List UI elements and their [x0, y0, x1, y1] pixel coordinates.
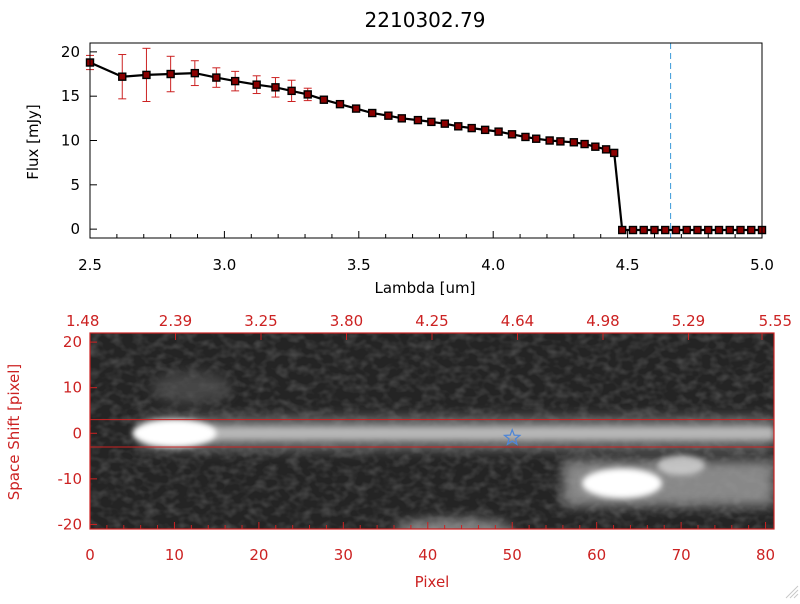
heatmap-y-tick-label: -10: [58, 470, 83, 488]
data-point-marker: [601, 145, 611, 154]
heatmap-top-tick-label: 4.64: [501, 312, 534, 330]
data-point-marker: [580, 139, 589, 149]
data-point-marker: [335, 99, 345, 109]
resize-grip-icon[interactable]: [785, 585, 799, 599]
heatmap-x-tick-label: 0: [85, 546, 95, 564]
data-point-marker: [319, 95, 329, 104]
heatmap-x-tick-label: 70: [672, 546, 691, 564]
flux-x-tick-label: 4.5: [616, 256, 640, 274]
secondary-source-lobe: [657, 455, 706, 476]
data-point-marker: [704, 225, 713, 235]
heatmap-x-tick-label: 40: [418, 546, 437, 564]
heatmap-y-tick-label: 20: [63, 333, 82, 351]
data-point-marker: [427, 117, 436, 127]
star-icon: [502, 427, 522, 446]
flux-series: [85, 43, 767, 238]
heatmap-y-tick-label: 10: [63, 379, 82, 397]
data-point-marker: [714, 225, 724, 235]
data-point-marker: [384, 111, 393, 120]
data-point-marker: [736, 225, 745, 235]
data-point-marker: [230, 76, 240, 86]
data-point-marker: [118, 72, 127, 81]
data-point-marker: [532, 134, 541, 143]
heatmap-y-axis-label: Space Shift [pixel]: [5, 364, 23, 501]
data-point-marker: [556, 137, 565, 146]
data-point-marker: [682, 225, 691, 235]
data-point-marker: [671, 225, 681, 235]
flux-y-tick-label: 20: [61, 43, 80, 61]
data-point-marker: [413, 115, 423, 125]
data-point-marker: [521, 132, 530, 142]
data-point-marker: [693, 225, 702, 235]
heatmap-x-tick-label: 60: [587, 546, 606, 564]
flux-y-tick-label: 5: [70, 176, 80, 194]
data-point-marker: [661, 225, 670, 235]
data-point-marker: [650, 225, 659, 235]
main-trace-upper-glow: [151, 371, 232, 404]
secondary-source-peak: [582, 468, 662, 499]
data-point-marker: [494, 127, 503, 136]
heatmap-top-tick-label: 4.25: [415, 312, 448, 330]
flux-y-tick-label: 10: [61, 132, 80, 150]
data-point-marker: [725, 225, 734, 235]
data-point-marker: [618, 225, 627, 235]
heatmap-top-tick-label: 2.39: [159, 312, 192, 330]
heatmap-top-tick-label: 4.98: [586, 312, 619, 330]
data-point-marker: [271, 83, 280, 92]
flux-x-tick-label: 2.5: [78, 256, 102, 274]
faint-source: [393, 519, 514, 529]
heatmap-y-tick-label: -20: [58, 515, 83, 533]
flux-y-axis-label: Flux [mJy]: [24, 104, 42, 180]
heatmap-top-tick-label: 1.48: [66, 312, 99, 330]
data-point-marker: [212, 73, 221, 82]
data-point-marker: [397, 114, 407, 123]
data-point-marker: [190, 68, 200, 78]
data-point-marker: [287, 86, 296, 96]
data-point-marker: [166, 69, 175, 79]
data-point-marker: [747, 225, 756, 235]
flux-x-tick-label: 5.0: [750, 256, 774, 274]
data-point-marker: [507, 130, 517, 139]
flux-y-tick-label: 15: [61, 87, 80, 105]
data-point-marker: [368, 108, 377, 118]
flux-y-tick-label: 0: [70, 220, 80, 238]
heatmap-x-tick-label: 10: [165, 546, 184, 564]
flux-x-tick-label: 3.5: [347, 256, 371, 274]
flux-x-tick-label: 4.0: [481, 256, 505, 274]
data-point-marker: [303, 90, 312, 99]
heatmap-top-tick-label: 3.25: [244, 312, 277, 330]
data-point-marker: [591, 142, 600, 151]
main-trace-peak: [132, 419, 217, 448]
data-point-marker: [545, 136, 554, 145]
spectral-image-panel: 0 10 20 30 40 50 60 70 80 -20 -10 0 10 20 1.48 2.39 3.…: [5, 312, 792, 591]
flux-x-tick-label: 3.0: [212, 256, 236, 274]
flux-x-axis-label: Lambda [um]: [375, 279, 476, 297]
data-point-marker: [480, 125, 490, 135]
data-point-marker: [569, 138, 579, 147]
main-trace-core: [149, 426, 774, 440]
data-point-marker: [454, 122, 463, 131]
data-point-marker: [609, 148, 619, 158]
data-point-marker: [440, 119, 450, 128]
data-point-marker: [351, 104, 361, 113]
heatmap-x-tick-label: 30: [334, 546, 353, 564]
heatmap-x-tick-label: 80: [756, 546, 775, 564]
heatmap-top-tick-label: 5.29: [672, 312, 705, 330]
flux-plot: 2210302.79 2.5 3.0 3.5 4.0 4.5 5.0 0 5 10 15 20 L…: [24, 8, 774, 297]
data-point-marker: [639, 225, 648, 235]
data-point-marker: [467, 123, 476, 133]
heatmap-top-tick-label: 5.55: [759, 312, 792, 330]
heatmap-y-tick-label: 0: [72, 424, 82, 442]
heatmap-x-tick-label: 20: [249, 546, 268, 564]
heatmap-top-tick-label: 3.80: [330, 312, 363, 330]
data-point-marker: [252, 80, 261, 89]
heatmap-x-axis-label: Pixel: [415, 573, 450, 591]
heatmap-x-tick-label: 50: [503, 546, 522, 564]
data-point-marker: [142, 70, 151, 80]
data-point-marker: [628, 225, 638, 235]
chart-title: 2210302.79: [365, 8, 486, 32]
